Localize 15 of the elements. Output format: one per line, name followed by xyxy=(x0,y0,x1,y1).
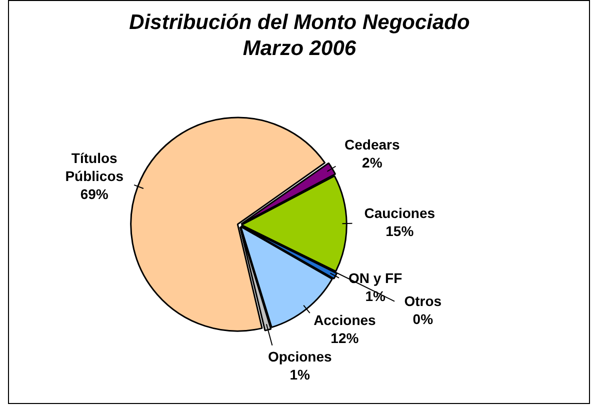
slice-label: ON y FF xyxy=(348,270,403,286)
slice-label: Títulos Públicos xyxy=(65,150,124,184)
slice-label: Cedears xyxy=(344,136,400,153)
data-label: 1% xyxy=(290,366,311,382)
data-label: 1% xyxy=(365,288,386,304)
slice-label: Cauciones xyxy=(364,204,436,221)
data-label: 15% xyxy=(386,222,414,239)
slice-label: Opciones xyxy=(268,348,332,364)
data-label: 69% xyxy=(80,186,109,202)
data-label: 2% xyxy=(362,154,383,171)
data-label: 12% xyxy=(330,330,360,346)
category-label: Otros xyxy=(404,292,442,309)
slice-label: Acciones xyxy=(314,312,376,328)
chart-title: Distribución del Monto Negociado Marzo 2006 xyxy=(128,10,471,62)
text: 0% xyxy=(412,310,434,327)
